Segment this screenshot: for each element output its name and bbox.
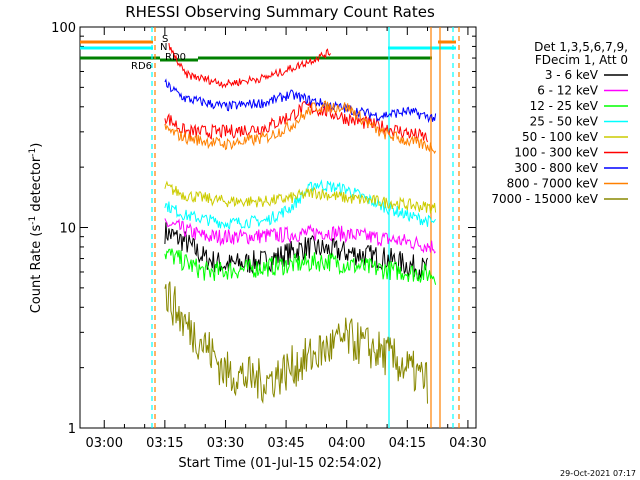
flag-label: S — [162, 34, 168, 45]
series-line — [164, 218, 436, 254]
x-axis-label: Start Time (01-Jul-15 02:54:02) — [178, 456, 381, 471]
x-tick-label: 03:45 — [267, 436, 304, 451]
x-tick-label: 03:15 — [146, 436, 183, 451]
legend-label: 50 - 100 keV — [522, 130, 599, 144]
legend-label: 100 - 300 keV — [514, 146, 598, 160]
x-tick-label: 03:00 — [86, 436, 123, 451]
legend-label: 12 - 25 keV — [530, 99, 599, 113]
flag-label: N — [160, 42, 167, 53]
series-line — [168, 43, 331, 89]
legend-header-2: FDecim 1, Att 0 — [535, 53, 628, 67]
series-line — [164, 100, 437, 155]
y-tick-label: 100 — [51, 21, 76, 36]
y-tick-label: 10 — [59, 222, 76, 237]
series-line — [164, 180, 437, 214]
series-line — [164, 179, 437, 230]
legend-label: 6 - 12 keV — [537, 84, 599, 98]
x-tick-label: 03:30 — [207, 436, 244, 451]
legend-label: 300 - 800 keV — [514, 161, 598, 175]
timestamp: 29-Oct-2021 07:17 — [560, 469, 636, 478]
chart-title: RHESSI Observing Summary Count Rates — [125, 3, 435, 21]
flag-label: RD6 — [131, 61, 152, 72]
y-tick-label: 1 — [68, 422, 76, 437]
x-tick-label: 04:30 — [449, 436, 486, 451]
x-tick-label: 04:00 — [328, 436, 365, 451]
legend-label: 7000 - 15000 keV — [491, 192, 598, 206]
legend-label: 800 - 7000 keV — [507, 177, 599, 191]
y-axis-label: Count Rate (s-1 detector-1) — [28, 143, 44, 314]
series-line — [164, 281, 428, 404]
plot-layer: 1 10 100 03:00 03:15 03:30 03:45 04:00 04:15 04:3… — [51, 21, 486, 451]
series-line — [164, 222, 428, 280]
legend-header-1: Det 1,3,5,6,7,9, — [534, 40, 628, 54]
legend: Det 1,3,5,6,7,9, FDecim 1, Att 0 3 - 6 k… — [491, 40, 628, 206]
legend-label: 3 - 6 keV — [545, 68, 599, 82]
series-line — [164, 78, 437, 124]
legend-label: 25 - 50 keV — [530, 115, 599, 129]
series-line — [164, 248, 437, 285]
x-tick-label: 04:15 — [389, 436, 426, 451]
